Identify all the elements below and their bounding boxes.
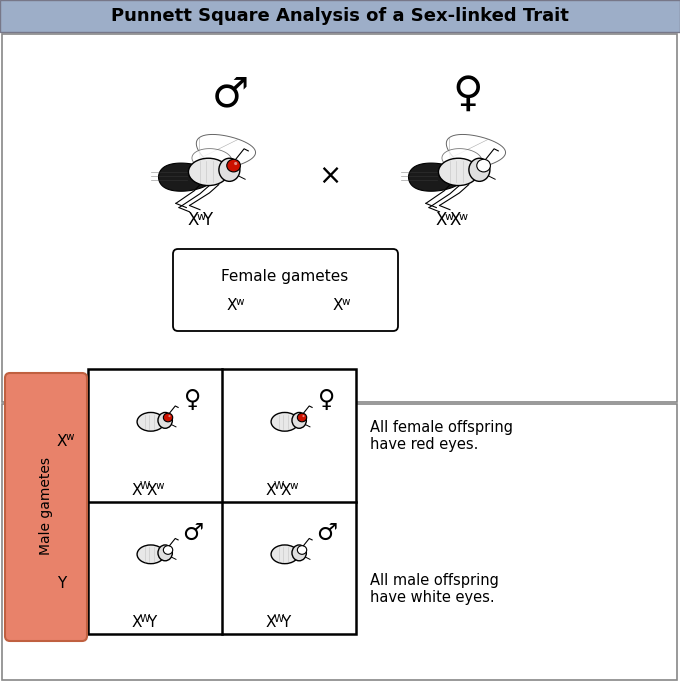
Bar: [88, 369, 356, 634]
Ellipse shape: [219, 158, 240, 181]
Text: X: X: [147, 483, 157, 498]
Text: ♂: ♂: [182, 521, 203, 544]
Polygon shape: [143, 396, 183, 419]
Ellipse shape: [297, 413, 307, 422]
Ellipse shape: [137, 545, 165, 564]
Ellipse shape: [169, 415, 171, 417]
Text: ♀: ♀: [184, 389, 202, 412]
Polygon shape: [277, 396, 317, 419]
Text: w: w: [66, 432, 74, 442]
Text: w: w: [236, 297, 244, 307]
Text: w: w: [458, 212, 468, 222]
Text: ♀: ♀: [453, 73, 483, 115]
Polygon shape: [250, 416, 288, 435]
Text: Female gametes: Female gametes: [222, 269, 349, 283]
Ellipse shape: [163, 546, 173, 554]
Ellipse shape: [158, 412, 172, 428]
FancyBboxPatch shape: [5, 373, 87, 641]
Polygon shape: [116, 549, 154, 568]
Text: W: W: [140, 614, 150, 624]
Text: W: W: [140, 482, 150, 491]
Text: X: X: [266, 615, 276, 630]
Text: Y: Y: [202, 211, 212, 229]
Polygon shape: [273, 538, 301, 553]
Polygon shape: [116, 416, 154, 435]
Text: w: w: [342, 297, 350, 307]
Polygon shape: [197, 135, 256, 168]
Text: All male offspring
have white eyes.: All male offspring have white eyes.: [370, 573, 499, 605]
Text: w: w: [290, 482, 299, 491]
Ellipse shape: [297, 546, 307, 554]
Text: X: X: [226, 298, 237, 313]
Ellipse shape: [234, 162, 237, 165]
Text: X: X: [132, 615, 142, 630]
Text: w: w: [197, 212, 205, 222]
Bar: [0, 0, 680, 32]
Ellipse shape: [137, 412, 165, 431]
Polygon shape: [273, 406, 301, 421]
Ellipse shape: [303, 415, 305, 417]
Ellipse shape: [226, 159, 241, 172]
FancyBboxPatch shape: [173, 249, 398, 331]
Text: ♂: ♂: [316, 521, 337, 544]
Text: X: X: [132, 483, 142, 498]
Text: Y: Y: [57, 577, 67, 592]
Polygon shape: [409, 163, 464, 192]
Text: Punnett Square Analysis of a Sex-linked Trait: Punnett Square Analysis of a Sex-linked …: [111, 7, 569, 25]
Polygon shape: [442, 148, 481, 170]
Text: Male gametes: Male gametes: [39, 457, 53, 555]
Ellipse shape: [477, 159, 490, 172]
Text: W: W: [274, 482, 284, 491]
Ellipse shape: [188, 158, 228, 185]
Text: X: X: [449, 211, 460, 229]
Polygon shape: [250, 549, 288, 568]
Text: w: w: [445, 212, 454, 222]
Ellipse shape: [271, 412, 299, 431]
Polygon shape: [446, 135, 505, 168]
Ellipse shape: [271, 545, 299, 564]
Ellipse shape: [439, 158, 478, 185]
Ellipse shape: [292, 412, 307, 428]
Ellipse shape: [469, 158, 490, 181]
Text: X: X: [56, 434, 67, 449]
Polygon shape: [139, 406, 167, 421]
Text: X: X: [281, 483, 291, 498]
Polygon shape: [139, 538, 167, 553]
Ellipse shape: [158, 545, 172, 561]
Text: ♀: ♀: [318, 389, 336, 412]
Text: Y: Y: [148, 615, 156, 630]
Text: ♂: ♂: [211, 73, 249, 115]
Text: w: w: [156, 482, 165, 491]
Text: W: W: [274, 614, 284, 624]
Ellipse shape: [292, 545, 307, 561]
Polygon shape: [192, 148, 232, 170]
Polygon shape: [277, 529, 317, 551]
Text: ×: ×: [318, 162, 341, 190]
Text: X: X: [435, 211, 447, 229]
Polygon shape: [143, 529, 183, 551]
Polygon shape: [158, 163, 214, 192]
Text: All female offspring
have red eyes.: All female offspring have red eyes.: [370, 420, 513, 452]
Text: X: X: [333, 298, 343, 313]
Ellipse shape: [163, 413, 173, 422]
Bar: [2, 34, 677, 402]
Bar: [2, 404, 677, 680]
Text: Y: Y: [282, 615, 290, 630]
Text: X: X: [187, 211, 199, 229]
Text: X: X: [266, 483, 276, 498]
